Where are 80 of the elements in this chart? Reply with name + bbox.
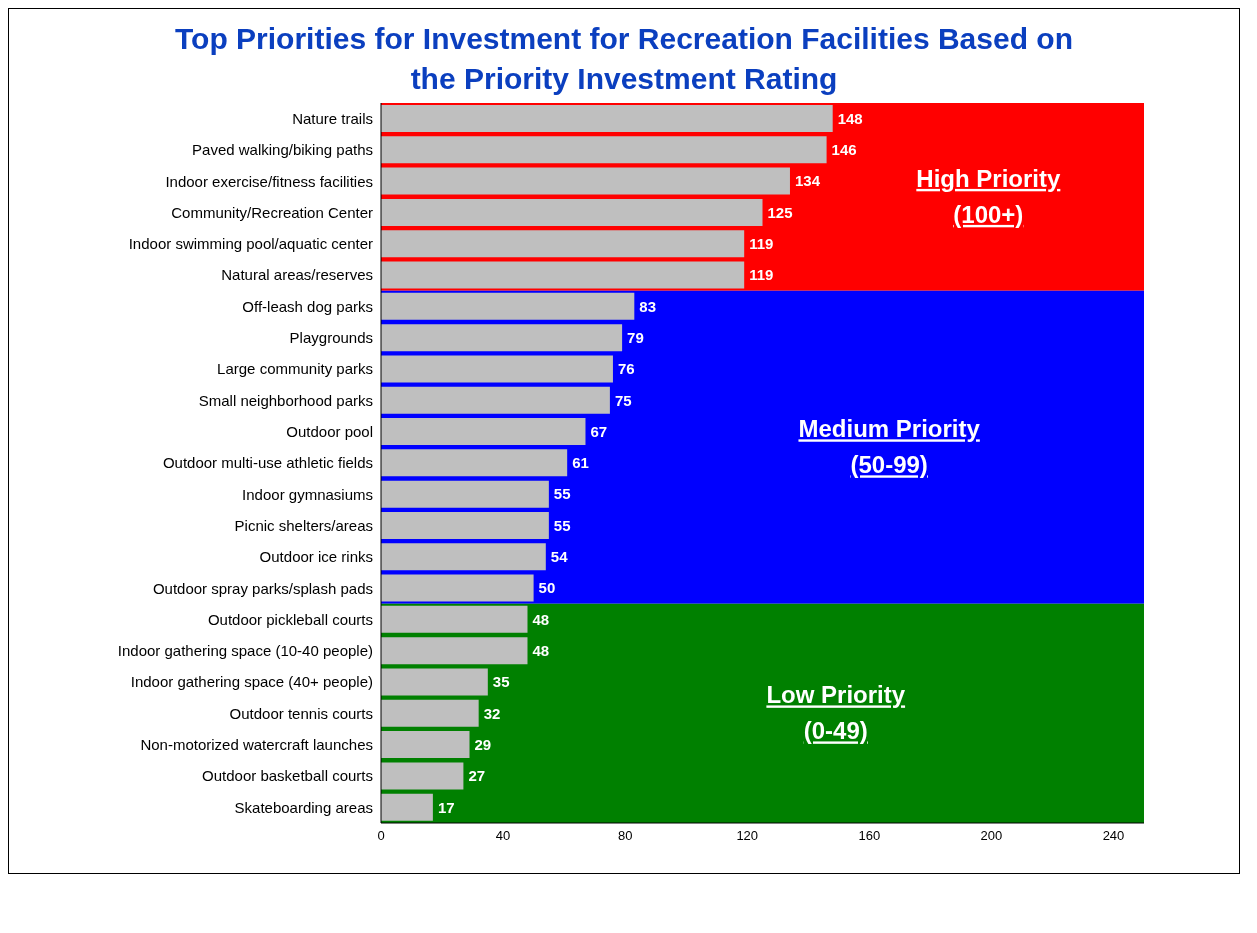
y-tick-label: Picnic shelters/areas <box>234 516 373 534</box>
x-tick-label: 40 <box>495 828 511 844</box>
data-label: 32 <box>483 704 501 722</box>
y-tick-label: Large community parks <box>217 360 373 378</box>
y-tick-label: Off-leash dog parks <box>242 297 373 315</box>
data-label: 79 <box>627 328 644 346</box>
data-label: 29 <box>474 735 492 753</box>
y-tick-label: Nature trails <box>292 109 373 127</box>
data-label: 148 <box>837 109 863 127</box>
y-tick-label: Indoor exercise/fitness facilities <box>165 172 373 190</box>
bar <box>381 292 635 320</box>
data-label: 48 <box>532 610 550 628</box>
y-tick-label: Playgrounds <box>289 329 373 347</box>
bar <box>381 230 745 258</box>
bar <box>381 261 745 289</box>
x-tick-label: 120 <box>736 828 759 844</box>
data-label: 55 <box>553 485 571 503</box>
bar <box>381 668 488 696</box>
bar <box>381 449 568 477</box>
x-tick-label: 160 <box>858 828 881 844</box>
bar <box>381 324 623 352</box>
y-tick-label: Community/Recreation Center <box>171 203 373 221</box>
bar <box>381 198 763 226</box>
data-label: 50 <box>538 579 556 597</box>
bar <box>381 136 827 164</box>
bar <box>381 543 546 571</box>
bar <box>381 355 613 383</box>
y-tick-label: Outdoor pool <box>286 423 373 441</box>
y-tick-label: Outdoor tennis courts <box>229 704 373 722</box>
data-label: 76 <box>617 360 635 378</box>
y-tick-label: Non-motorized watercraft launches <box>140 736 373 754</box>
y-tick-label: Outdoor ice rinks <box>259 548 373 566</box>
data-label: 35 <box>492 673 510 691</box>
bar <box>381 762 464 790</box>
x-tick-label: 0 <box>377 828 385 844</box>
bar <box>381 731 470 759</box>
bar <box>381 511 549 539</box>
x-tick-label: 240 <box>1102 828 1125 844</box>
x-tick-label: 80 <box>617 828 633 844</box>
y-tick-label: Indoor gymnasiums <box>242 485 373 503</box>
y-tick-label: Outdoor basketball courts <box>202 767 373 785</box>
data-label: 55 <box>553 516 571 534</box>
data-label: 67 <box>590 422 608 440</box>
data-label: 54 <box>550 548 569 566</box>
bar <box>381 637 528 665</box>
bar <box>381 386 610 414</box>
band-label: Medium Priority (50-99) <box>798 415 981 479</box>
y-tick-label: Small neighborhood parks <box>198 391 373 409</box>
bar <box>381 574 534 602</box>
bar <box>381 793 433 821</box>
data-label: 83 <box>639 297 656 315</box>
bar <box>381 605 528 633</box>
y-tick-label: Outdoor spray parks/splash pads <box>152 579 373 597</box>
data-label: 119 <box>749 235 774 253</box>
data-label: 48 <box>532 642 550 659</box>
bar <box>381 418 586 446</box>
y-tick-label: Natural areas/reserves <box>221 266 373 284</box>
data-label: 17 <box>437 798 455 816</box>
y-tick-label: Outdoor multi-use athletic fields <box>162 454 373 472</box>
data-label: 134 <box>794 172 821 190</box>
data-label: 75 <box>614 391 632 409</box>
band-label: High Priority (100+) <box>916 164 1061 228</box>
data-label: 27 <box>468 767 486 785</box>
data-label: 146 <box>831 141 857 159</box>
y-tick-label: Outdoor pickleball courts <box>207 610 373 628</box>
bar <box>381 699 479 727</box>
bar <box>381 480 549 508</box>
bar <box>381 105 833 132</box>
data-label: 125 <box>767 203 793 221</box>
data-label: 61 <box>572 454 589 472</box>
y-tick-label: Skateboarding areas <box>234 798 373 816</box>
data-label: 119 <box>749 266 774 284</box>
band-label: Low Priority (0-49) <box>766 681 906 745</box>
y-tick-label: Indoor swimming pool/aquatic center <box>128 235 373 253</box>
x-tick-label: 200 <box>980 828 1003 844</box>
y-tick-label: Indoor gathering space (40+ people) <box>130 673 373 691</box>
bar <box>381 167 790 195</box>
y-tick-label: Indoor gathering space (10-40 people) <box>117 642 373 660</box>
y-tick-label: Paved walking/biking paths <box>192 141 373 159</box>
chart-title: Top Priorities for Investment for Recreation Facilities Based on the Priority Investment Rating <box>174 21 1074 97</box>
